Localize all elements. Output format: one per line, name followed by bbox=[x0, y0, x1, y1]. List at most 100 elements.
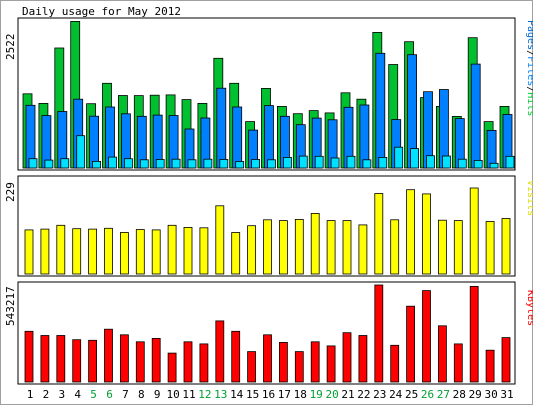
visits-visits-bar bbox=[501, 218, 511, 275]
visits-visits-bar bbox=[326, 220, 336, 275]
kbytes-kbytes-bar bbox=[342, 332, 352, 383]
day-label: 24 bbox=[389, 388, 403, 401]
kbytes-kbytes-bar bbox=[485, 349, 495, 383]
day-label: 19 bbox=[310, 388, 323, 401]
pages-files-bar bbox=[375, 52, 386, 169]
kbytes-kbytes-bar bbox=[199, 343, 209, 383]
pages-legend-part: / bbox=[525, 50, 533, 56]
pages-files-hits-legend: Pages/Files/Hits bbox=[525, 20, 533, 116]
kbytes-kbytes-bar bbox=[88, 339, 97, 383]
visits-visits-bar bbox=[294, 218, 304, 275]
pages-pages-bar bbox=[346, 155, 356, 169]
pages-pages-bar bbox=[330, 157, 340, 169]
visits-visits-bar bbox=[422, 193, 431, 275]
visits-legend-part: Visits bbox=[525, 180, 533, 216]
visits-visits-bar bbox=[56, 224, 66, 275]
visits-legend: Visits bbox=[525, 180, 533, 216]
pages-pages-bar bbox=[203, 158, 213, 169]
day-label: 22 bbox=[357, 388, 370, 401]
pages-pages-bar bbox=[235, 161, 245, 169]
kbytes-kbytes-bar bbox=[40, 335, 50, 383]
pages-pages-bar bbox=[298, 155, 308, 169]
visits-visits-bar bbox=[88, 228, 97, 275]
visits-visits-bar bbox=[104, 227, 113, 275]
kbytes-kbytes-bar bbox=[263, 334, 272, 383]
pages-pages-bar bbox=[473, 159, 483, 169]
pages-pages-bar bbox=[28, 158, 38, 169]
kbytes-kbytes-bar bbox=[358, 335, 368, 383]
kbytes-panel: 543217 KBytes bbox=[4, 281, 533, 385]
visits-visits-bar bbox=[24, 229, 34, 275]
visits-visits-bar bbox=[469, 187, 479, 275]
day-label: 9 bbox=[154, 388, 161, 401]
pages-pages-bar bbox=[60, 158, 70, 169]
kbytes-bars bbox=[24, 284, 511, 383]
visits-visits-bar bbox=[263, 219, 272, 275]
day-label: 17 bbox=[278, 388, 291, 401]
visits-visits-bar bbox=[120, 232, 129, 275]
kbytes-kbytes-bar bbox=[151, 337, 161, 383]
day-label: 23 bbox=[373, 388, 386, 401]
day-label: 16 bbox=[262, 388, 275, 401]
chart-title: Daily usage for May 2012 bbox=[22, 5, 181, 18]
kbytes-kbytes-bar bbox=[501, 337, 511, 383]
day-label: 14 bbox=[230, 388, 244, 401]
visits-visits-bar bbox=[72, 228, 82, 275]
day-label: 11 bbox=[182, 388, 195, 401]
day-label: 1 bbox=[27, 388, 34, 401]
kbytes-kbytes-bar bbox=[294, 351, 304, 383]
kbytes-kbytes-bar bbox=[56, 335, 66, 383]
pages-pages-bar bbox=[426, 155, 435, 169]
visits-visits-bar bbox=[135, 229, 145, 275]
kbytes-kbytes-bar bbox=[167, 352, 177, 383]
visits-visits-bar bbox=[278, 220, 288, 275]
day-labels: 1 2 3 4 5 6 7 8 9 10 11 12 13 14 15 16 17 18 19 20 21 22 23 24 2… bbox=[27, 388, 514, 401]
visits-visits-bar bbox=[358, 224, 368, 275]
kbytes-legend: KBytes bbox=[525, 290, 533, 326]
pages-bars bbox=[22, 20, 515, 169]
pages-pages-bar bbox=[441, 155, 451, 169]
kbytes-kbytes-bar bbox=[72, 339, 82, 383]
day-label: 18 bbox=[294, 388, 307, 401]
kbytes-kbytes-bar bbox=[326, 345, 336, 383]
pages-files-bar bbox=[89, 115, 99, 169]
visits-visits-bar bbox=[406, 189, 416, 275]
kbytes-kbytes-bar bbox=[215, 320, 225, 383]
visits-visits-bar bbox=[390, 219, 400, 275]
kbytes-kbytes-bar bbox=[374, 284, 384, 383]
pages-pages-bar bbox=[219, 159, 229, 169]
kbytes-kbytes-bar bbox=[135, 341, 145, 383]
pages-panel: 2522 Pages/Files/Hits bbox=[4, 17, 533, 171]
day-label: 25 bbox=[405, 388, 418, 401]
visits-visits-bar bbox=[437, 219, 447, 275]
visits-visits-bar bbox=[183, 226, 193, 275]
kbytes-kbytes-bar bbox=[183, 341, 193, 383]
visits-visits-bar bbox=[151, 229, 161, 275]
pages-legend-part: Hits bbox=[525, 92, 533, 116]
visits-visits-bar bbox=[167, 224, 177, 275]
day-label: 5 bbox=[90, 388, 97, 401]
pages-pages-bar bbox=[282, 156, 292, 169]
day-label: 10 bbox=[166, 388, 179, 401]
kbytes-kbytes-bar bbox=[390, 344, 400, 383]
kbytes-kbytes-bar bbox=[437, 325, 447, 383]
visits-visits-bar bbox=[199, 227, 209, 275]
visits-panel: 229 Visits bbox=[4, 175, 533, 277]
visits-visits-bar bbox=[485, 221, 495, 275]
pages-files-bar bbox=[486, 129, 497, 169]
day-label: 2 bbox=[43, 388, 50, 401]
day-label: 8 bbox=[138, 388, 145, 401]
pages-files-bar bbox=[359, 104, 370, 169]
pages-pages-bar bbox=[410, 148, 420, 169]
day-label: 26 bbox=[421, 388, 434, 401]
day-label: 7 bbox=[122, 388, 129, 401]
kbytes-kbytes-bar bbox=[406, 305, 416, 383]
pages-pages-bar bbox=[44, 159, 54, 169]
kbytes-kbytes-bar bbox=[422, 290, 431, 383]
pages-pages-bar bbox=[76, 135, 86, 169]
day-label: 13 bbox=[214, 388, 227, 401]
visits-bars bbox=[24, 187, 511, 275]
visits-visits-bar bbox=[40, 228, 50, 275]
visits-visits-bar bbox=[215, 205, 225, 275]
